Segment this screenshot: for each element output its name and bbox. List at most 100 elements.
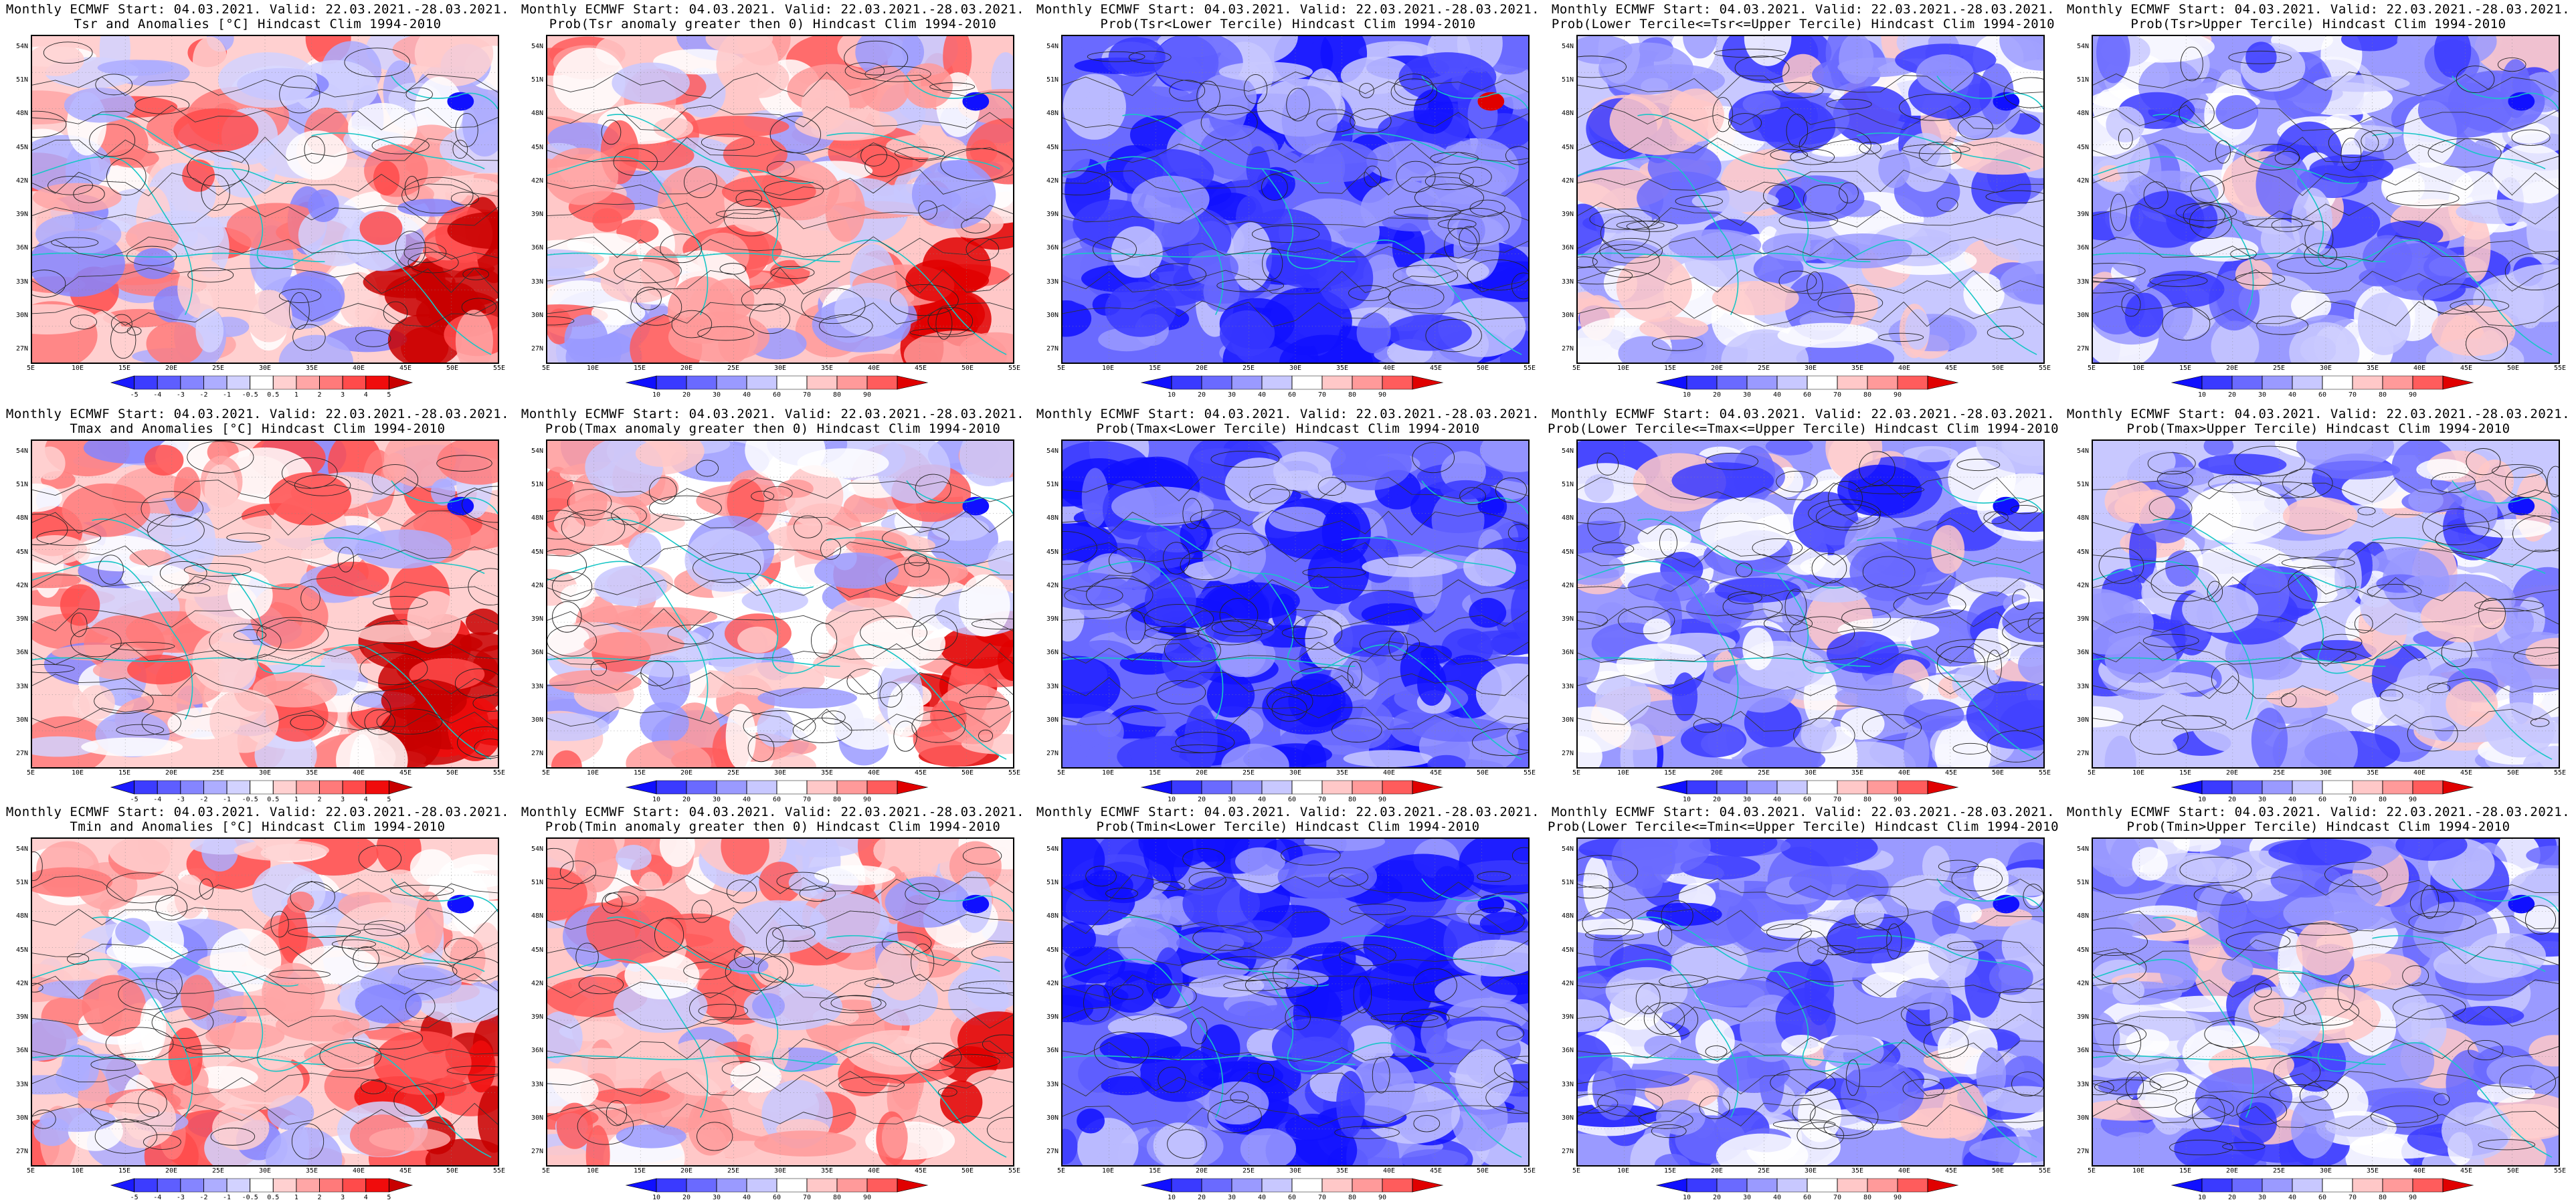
isotherm-contour — [2149, 1074, 2189, 1092]
longitude-label: 5E — [2087, 365, 2096, 372]
latitude-label: 39N — [531, 211, 543, 219]
isotherm-contour — [552, 572, 593, 601]
isotherm-contour — [183, 563, 252, 577]
isotherm-contour — [1394, 74, 1434, 100]
isotherm-contour — [2525, 905, 2557, 935]
coastline — [746, 168, 881, 270]
coastline — [1857, 935, 2031, 973]
field-patch — [2189, 488, 2241, 540]
isotherm-contour — [1444, 227, 1478, 264]
field-patch — [213, 995, 286, 1017]
field-patch — [173, 467, 201, 512]
colorbar-tick-label: 70 — [2348, 796, 2357, 803]
isotherm-contour — [1063, 531, 1097, 565]
field-patch — [32, 736, 99, 757]
field-patch — [547, 249, 598, 276]
field-patch — [1065, 946, 1125, 984]
longitude-label: 5E — [541, 1167, 551, 1175]
isotherm-contour — [1180, 550, 1232, 581]
field-patch — [1991, 512, 2043, 532]
coastline — [32, 959, 193, 1118]
colorbar: 10 20 30 40 60 70 80 90 — [2171, 780, 2474, 803]
field-patch — [958, 574, 1010, 637]
latitude-label: 27N — [2076, 1148, 2089, 1155]
field-patch — [845, 530, 907, 557]
field-patch — [959, 441, 1013, 487]
field-patch — [1835, 684, 1924, 708]
colorbar-swatch — [2412, 375, 2444, 390]
isotherm-contour — [2392, 994, 2466, 1020]
field-patch — [1781, 1034, 1822, 1056]
latitude-label: 36N — [1561, 649, 1574, 657]
isotherm-contour — [820, 538, 842, 560]
isotherm-contour — [1413, 1115, 1441, 1132]
colorbar-tick-label: 80 — [2378, 796, 2387, 803]
isotherm-contour — [577, 1107, 634, 1145]
isotherm-contour — [2304, 243, 2338, 267]
map-panel: Monthly ECMWF Start: 04.03.2021. Valid: … — [0, 803, 515, 1204]
isotherm-contour — [776, 872, 829, 891]
field-patch — [877, 441, 951, 504]
isotherm-contour — [636, 286, 662, 310]
colorbar-swatch — [388, 375, 413, 390]
colorbar-swatch — [157, 1178, 181, 1193]
latitude-label: 45N — [531, 946, 543, 954]
longitude-label: 10E — [1617, 1167, 1630, 1175]
isotherm-contour — [1792, 1098, 1816, 1123]
colorbar-swatch — [897, 1178, 929, 1193]
colorbar-swatch — [2382, 780, 2413, 795]
colorbar-tick-label: 4 — [363, 391, 368, 399]
field-patch — [1227, 1001, 1273, 1025]
field-patch — [547, 867, 587, 921]
colorbar-swatch — [365, 1178, 389, 1193]
isotherm-contour — [1578, 509, 2043, 534]
latitude-label: 48N — [1046, 514, 1059, 522]
longitude-label: 40E — [352, 1167, 365, 1175]
isotherm-contour — [547, 1071, 1013, 1097]
map-plot-area — [2092, 439, 2560, 769]
field-patch — [1219, 310, 1275, 357]
map-svg — [547, 36, 1013, 363]
field-patch — [653, 117, 694, 139]
field-patch — [1782, 54, 1824, 95]
colorbar-swatch — [1382, 780, 1413, 795]
field-patch — [1672, 672, 1698, 722]
isotherm-contour — [359, 652, 428, 686]
field-patch — [600, 261, 676, 303]
isotherm-contour — [1826, 923, 1892, 953]
isotherm-contour — [1281, 844, 1341, 866]
isotherm-contour — [32, 672, 498, 697]
isotherm-contour — [965, 237, 1000, 262]
longitude-label: 55E — [2553, 769, 2567, 777]
colorbar-tick-label: -2 — [199, 391, 208, 399]
coastline — [364, 1043, 492, 1158]
latitude-label: 30N — [1561, 1114, 1574, 1122]
latitude-label: 39N — [15, 615, 28, 623]
field-patch — [2354, 126, 2389, 153]
isotherm-contour — [1589, 208, 1660, 230]
field-patch — [903, 63, 953, 108]
isotherm-contour — [2189, 205, 2232, 239]
latitude-label: 45N — [15, 946, 28, 954]
field-patch — [616, 1124, 686, 1148]
isotherm-contour — [820, 995, 887, 1013]
isotherm-contour — [288, 926, 361, 938]
longitude-label: 10E — [1101, 769, 1115, 777]
isotherm-contour — [1807, 271, 1823, 301]
map-panel: Monthly ECMWF Start: 04.03.2021. Valid: … — [1030, 803, 1546, 1204]
colorbar-swatch — [2322, 1178, 2353, 1193]
coastline — [1910, 645, 2037, 760]
coastline — [1394, 1043, 1522, 1158]
isotherm-contour — [1770, 148, 1809, 161]
colorbar-swatch — [716, 1178, 747, 1193]
colorbar-swatch — [836, 780, 868, 795]
field-patch — [1417, 661, 1447, 706]
colorbar-tick-label: -4 — [153, 796, 162, 803]
longitude-label: 15E — [1663, 1167, 1677, 1175]
isotherm-contour — [2547, 466, 2559, 498]
colorbar-tick-label: 40 — [1772, 1194, 1782, 1201]
isotherm-contour — [547, 575, 1013, 598]
latitude-label: 36N — [531, 1047, 543, 1055]
colorbar-swatch — [1655, 375, 1687, 390]
colorbar-swatch — [1201, 375, 1232, 390]
